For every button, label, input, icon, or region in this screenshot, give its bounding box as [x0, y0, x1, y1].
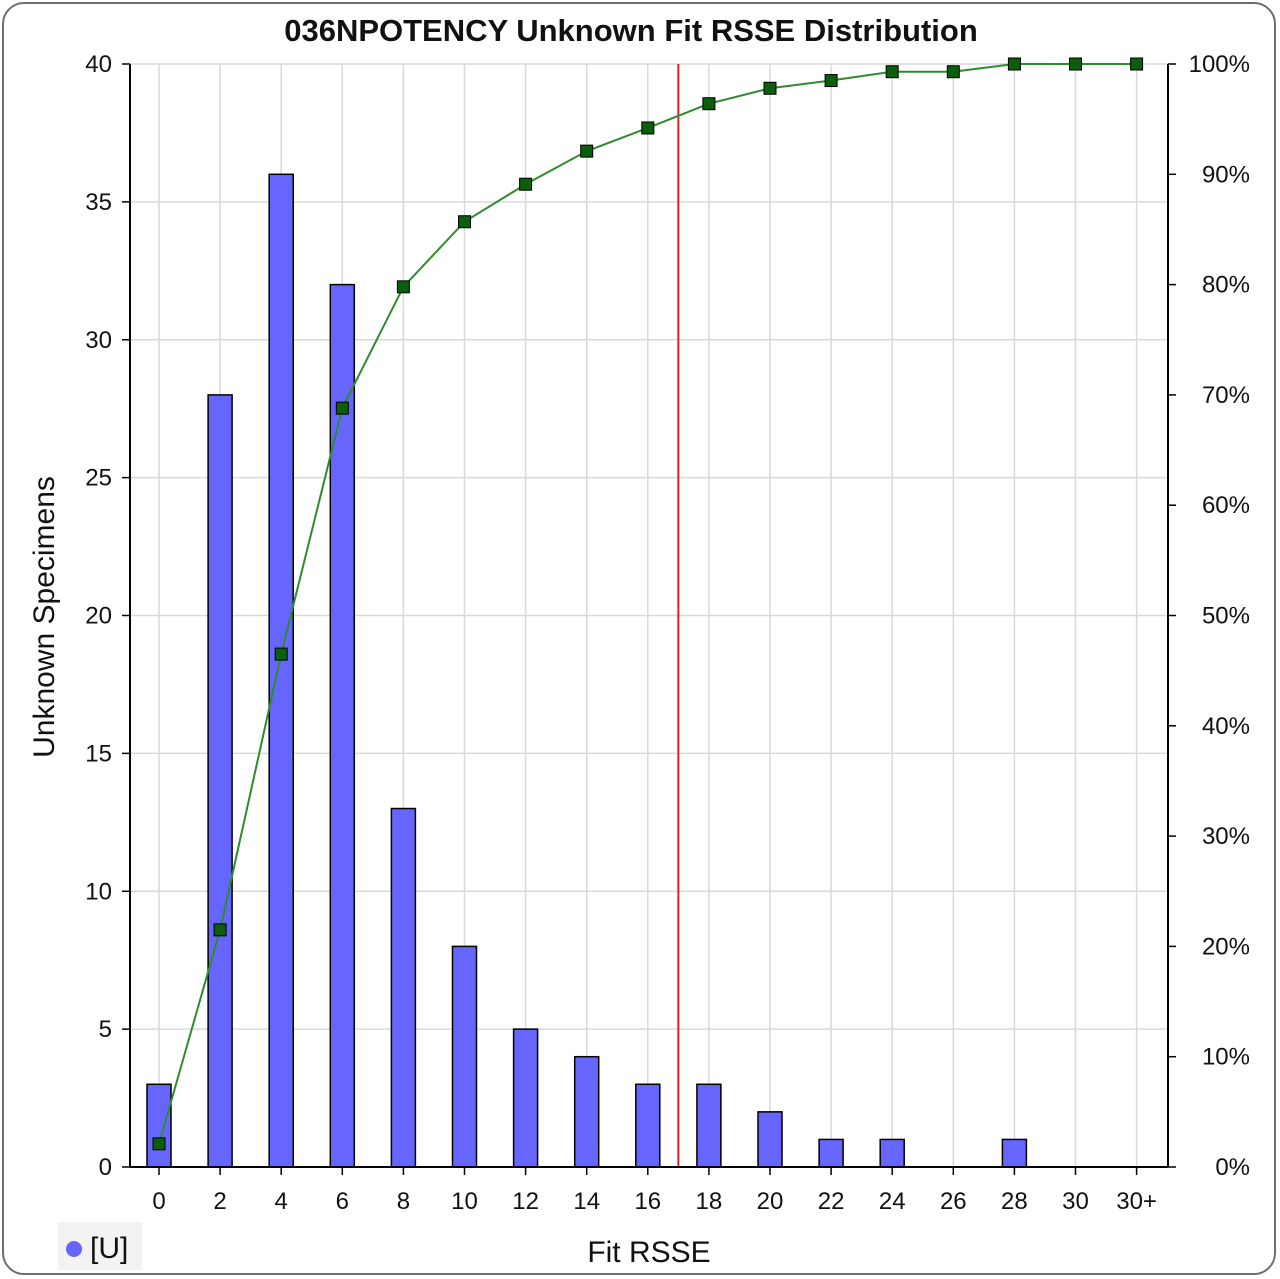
y2-tick-label: 10%: [1202, 1044, 1250, 1071]
x-axis-title: Fit RSSE: [587, 1236, 710, 1269]
bar[interactable]: [512, 1028, 539, 1168]
x-tick-label: 18: [696, 1188, 723, 1215]
y2-axis-ticks: 0% 10% 20% 30% 40% 50% 60% 70% 80% 90% 100%: [1168, 51, 1250, 1181]
y-axis-ticks: 0 5 10 15 20 25 30 35 40: [85, 51, 130, 1181]
y2-tick-label: 30%: [1202, 823, 1250, 850]
line-point[interactable]: [580, 144, 594, 158]
x-tick-label: 28: [1001, 1188, 1028, 1215]
x-tick-label: 14: [573, 1188, 600, 1215]
bar[interactable]: [390, 807, 417, 1168]
line-point[interactable]: [458, 215, 471, 229]
y-tick-label: 25: [85, 465, 112, 492]
bar[interactable]: [207, 394, 233, 1168]
line-point[interactable]: [1069, 57, 1082, 71]
line-point[interactable]: [1130, 57, 1144, 71]
line-point[interactable]: [274, 647, 288, 661]
x-tick-label: 12: [512, 1188, 539, 1215]
x-tick-label: 2: [213, 1188, 226, 1215]
line-point[interactable]: [396, 280, 410, 294]
line-point[interactable]: [885, 65, 899, 79]
bar[interactable]: [268, 173, 294, 1168]
x-tick-label: 16: [634, 1188, 661, 1215]
y2-tick-label: 100%: [1189, 51, 1250, 78]
y2-tick-label: 60%: [1202, 492, 1250, 519]
legend[interactable]: [U]: [58, 1222, 142, 1270]
y-tick-label: 15: [85, 740, 112, 767]
line-point[interactable]: [152, 1137, 166, 1151]
x-tick-label: 24: [879, 1188, 906, 1215]
bar[interactable]: [146, 1083, 172, 1168]
bar[interactable]: [757, 1111, 783, 1168]
y-tick-label: 20: [85, 603, 112, 630]
x-tick-label: 8: [397, 1188, 410, 1215]
line-point[interactable]: [824, 74, 838, 88]
y-tick-label: 5: [99, 1016, 112, 1043]
line-point[interactable]: [763, 81, 777, 95]
y2-tick-label: 80%: [1202, 272, 1250, 299]
x-tick-label: 4: [275, 1188, 288, 1215]
y-tick-label: 30: [85, 327, 112, 354]
y-tick-label: 40: [85, 51, 112, 78]
bar[interactable]: [635, 1083, 661, 1168]
line-point[interactable]: [946, 65, 960, 79]
y-tick-label: 10: [85, 878, 112, 905]
bar[interactable]: [696, 1083, 722, 1168]
bar[interactable]: [879, 1138, 905, 1168]
x-tick-label: 22: [818, 1188, 845, 1215]
y2-tick-label: 50%: [1202, 603, 1250, 630]
y2-tick-label: 90%: [1202, 161, 1250, 188]
line-point[interactable]: [335, 401, 349, 415]
bar[interactable]: [451, 945, 478, 1168]
x-tick-label: 0: [152, 1188, 165, 1215]
line-point[interactable]: [519, 177, 533, 191]
legend-label: [U]: [90, 1232, 128, 1265]
y2-tick-label: 70%: [1202, 382, 1250, 409]
x-tick-label: 20: [757, 1188, 784, 1215]
line-point[interactable]: [702, 97, 716, 111]
x-tick-label: 30: [1062, 1188, 1089, 1215]
y-axis-title: Unknown Specimens: [28, 476, 61, 758]
x-tick-label: 6: [336, 1188, 349, 1215]
line-point[interactable]: [213, 923, 227, 937]
line-point[interactable]: [641, 121, 655, 135]
x-tick-label: 26: [940, 1188, 967, 1215]
y-tick-label: 35: [85, 189, 112, 216]
cumulative-line-series: [152, 57, 1144, 1151]
bar[interactable]: [1001, 1138, 1028, 1168]
y-tick-label: 0: [99, 1154, 112, 1181]
x-axis-ticks: 0 2 4 6 8 10 12 14 16 18 20 22 24 26 28 30 30+: [152, 1167, 1157, 1215]
x-tick-label: 10: [451, 1188, 478, 1215]
bar[interactable]: [818, 1138, 844, 1168]
y2-tick-label: 0%: [1215, 1154, 1250, 1181]
legend-marker-icon: [66, 1241, 82, 1257]
y2-tick-label: 20%: [1202, 933, 1250, 960]
bar[interactable]: [329, 283, 356, 1168]
chart: 036NPOTENCY Unknown Fit RSSE Distributio…: [28, 13, 1250, 1270]
x-tick-label: 30+: [1116, 1188, 1157, 1215]
bar[interactable]: [573, 1055, 600, 1168]
chart-title: 036NPOTENCY Unknown Fit RSSE Distributio…: [284, 13, 978, 48]
line-point[interactable]: [1007, 57, 1021, 71]
y2-tick-label: 40%: [1202, 713, 1250, 740]
